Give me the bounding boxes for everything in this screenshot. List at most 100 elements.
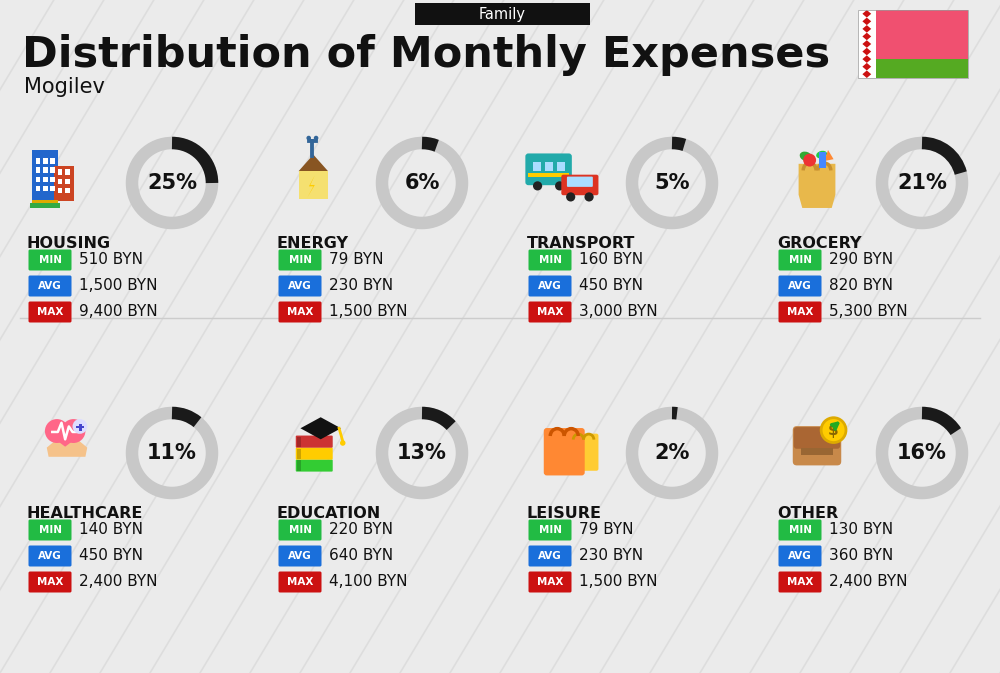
Ellipse shape	[311, 424, 330, 433]
Text: AVG: AVG	[288, 551, 312, 561]
FancyBboxPatch shape	[278, 275, 322, 297]
Bar	[30, 203, 60, 208]
Polygon shape	[862, 10, 871, 17]
Text: MIN: MIN	[538, 525, 562, 535]
Circle shape	[566, 192, 575, 201]
Circle shape	[306, 136, 311, 141]
Text: 450 BYN: 450 BYN	[579, 279, 643, 293]
Text: AVG: AVG	[288, 281, 312, 291]
Circle shape	[584, 192, 594, 201]
FancyBboxPatch shape	[28, 546, 72, 567]
Text: HEALTHCARE: HEALTHCARE	[27, 505, 143, 520]
FancyBboxPatch shape	[778, 275, 822, 297]
Text: 220 BYN: 220 BYN	[329, 522, 393, 538]
Circle shape	[803, 153, 816, 166]
FancyBboxPatch shape	[28, 250, 72, 271]
Text: 25%: 25%	[147, 173, 197, 193]
FancyBboxPatch shape	[778, 302, 822, 322]
FancyBboxPatch shape	[778, 520, 822, 540]
Bar	[36, 186, 40, 191]
FancyBboxPatch shape	[278, 302, 322, 322]
Text: 5,300 BYN: 5,300 BYN	[829, 304, 908, 320]
Text: Family: Family	[479, 7, 526, 22]
Bar	[58, 170, 62, 175]
Circle shape	[61, 419, 85, 443]
FancyBboxPatch shape	[278, 546, 322, 567]
Bar	[58, 188, 62, 193]
FancyBboxPatch shape	[544, 428, 585, 475]
Text: 140 BYN: 140 BYN	[79, 522, 143, 538]
Text: MAX: MAX	[287, 577, 313, 587]
Text: MAX: MAX	[787, 307, 813, 317]
Bar	[54, 166, 74, 201]
Text: MIN: MIN	[788, 255, 812, 265]
FancyBboxPatch shape	[415, 3, 590, 25]
Text: 510 BYN: 510 BYN	[79, 252, 143, 267]
FancyBboxPatch shape	[561, 175, 598, 195]
Polygon shape	[862, 40, 871, 48]
Circle shape	[45, 419, 69, 443]
Bar	[36, 158, 40, 164]
Text: 450 BYN: 450 BYN	[79, 548, 143, 563]
Bar	[36, 168, 40, 173]
Bar	[79, 424, 82, 431]
Bar	[819, 152, 826, 168]
Text: MAX: MAX	[537, 577, 563, 587]
Circle shape	[823, 419, 845, 441]
Text: TRANSPORT: TRANSPORT	[527, 236, 635, 250]
Polygon shape	[299, 155, 328, 171]
FancyBboxPatch shape	[569, 433, 598, 470]
Polygon shape	[862, 48, 871, 55]
FancyBboxPatch shape	[28, 571, 72, 592]
Bar	[876, 10, 968, 59]
Text: AVG: AVG	[538, 551, 562, 561]
Polygon shape	[862, 71, 871, 78]
Text: MIN: MIN	[538, 255, 562, 265]
FancyBboxPatch shape	[296, 435, 333, 448]
Text: 21%: 21%	[897, 173, 947, 193]
Polygon shape	[862, 33, 871, 40]
Bar	[557, 162, 565, 171]
Bar	[32, 150, 58, 201]
Text: MAX: MAX	[37, 577, 63, 587]
FancyBboxPatch shape	[525, 153, 572, 185]
Bar	[76, 425, 84, 428]
Text: AVG: AVG	[38, 281, 62, 291]
Text: 360 BYN: 360 BYN	[829, 548, 893, 563]
Text: HOUSING: HOUSING	[27, 236, 111, 250]
Bar	[299, 171, 328, 199]
Text: AVG: AVG	[788, 551, 812, 561]
Text: MAX: MAX	[287, 307, 313, 317]
Bar	[876, 59, 968, 78]
FancyBboxPatch shape	[793, 426, 841, 466]
FancyBboxPatch shape	[528, 275, 572, 297]
Bar	[50, 177, 55, 182]
Bar	[50, 186, 55, 191]
Text: 6%: 6%	[404, 173, 440, 193]
FancyBboxPatch shape	[28, 520, 72, 540]
Circle shape	[73, 419, 87, 434]
Bar	[58, 178, 62, 184]
Text: AVG: AVG	[788, 281, 812, 291]
Bar	[65, 188, 70, 193]
Bar	[32, 200, 58, 205]
Text: 4,100 BYN: 4,100 BYN	[329, 575, 408, 590]
Text: 3,000 BYN: 3,000 BYN	[579, 304, 658, 320]
Polygon shape	[47, 438, 87, 457]
Bar	[43, 186, 48, 191]
Text: 1,500 BYN: 1,500 BYN	[579, 575, 658, 590]
Text: MIN: MIN	[788, 525, 812, 535]
FancyBboxPatch shape	[296, 460, 333, 472]
Text: 230 BYN: 230 BYN	[579, 548, 643, 563]
Text: LEISURE: LEISURE	[527, 505, 602, 520]
FancyBboxPatch shape	[778, 250, 822, 271]
Bar	[43, 168, 48, 173]
Bar	[50, 168, 55, 173]
Bar	[801, 448, 833, 455]
Bar	[297, 448, 301, 458]
FancyBboxPatch shape	[794, 427, 840, 449]
Circle shape	[820, 417, 847, 444]
Polygon shape	[862, 25, 871, 33]
Text: MIN: MIN	[38, 525, 62, 535]
Text: MIN: MIN	[288, 525, 312, 535]
